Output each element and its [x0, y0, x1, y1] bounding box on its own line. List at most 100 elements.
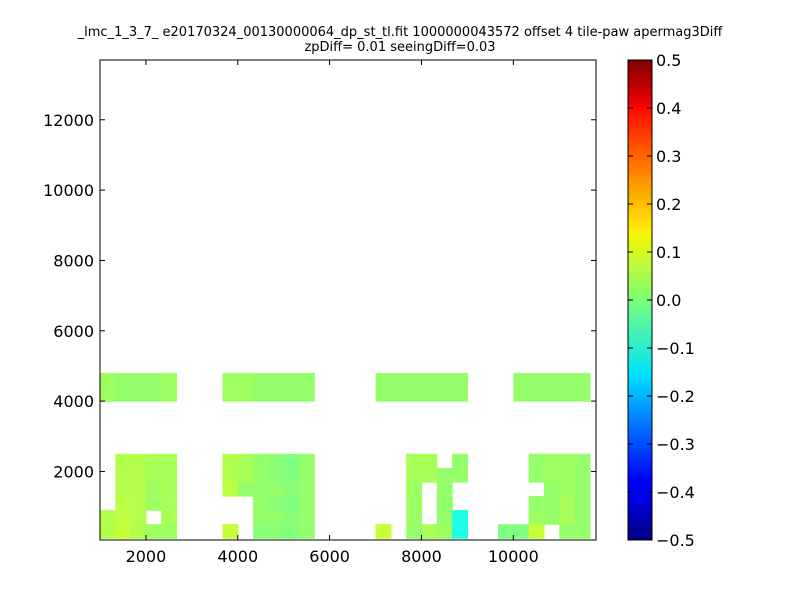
- heatmap-cell: [268, 481, 285, 497]
- heatmap-cell: [406, 481, 423, 497]
- heatmap-cell: [298, 453, 315, 469]
- heatmap-cell: [253, 467, 269, 483]
- y-tick-label: 8000: [53, 251, 94, 270]
- heatmap-cell: [283, 453, 300, 469]
- x-tick-label: 4000: [217, 547, 258, 566]
- heatmap-cell: [436, 467, 453, 483]
- heatmap-cell: [436, 372, 453, 388]
- heatmap-cell: [375, 387, 392, 402]
- heatmap-cell: [498, 524, 514, 539]
- heatmap-cell: [130, 372, 147, 388]
- chart-title: _lmc_1_3_7_ e20170324_00130000064_dp_st_…: [77, 25, 723, 40]
- heatmap-cell: [115, 387, 132, 402]
- heatmap-cell: [145, 372, 162, 388]
- heatmap-cell: [406, 387, 423, 402]
- heatmap-cell: [283, 496, 300, 511]
- heatmap-cell: [559, 510, 576, 525]
- heatmap-cell: [268, 510, 285, 525]
- heatmap-cell: [161, 496, 178, 511]
- heatmap-cell: [222, 453, 239, 469]
- heatmap-cell: [375, 524, 392, 539]
- heatmap-cell: [574, 467, 591, 483]
- heatmap-cell: [452, 510, 469, 525]
- heatmap-cell: [543, 481, 560, 497]
- colorbar-tick-label: 0.2: [656, 195, 681, 214]
- colorbar-tick-label: −0.5: [656, 531, 695, 550]
- heatmap-cell: [406, 453, 423, 469]
- heatmap-cell: [543, 510, 560, 525]
- heatmap-cell: [130, 387, 147, 402]
- colorbar-tick-label: 0.0: [656, 291, 681, 310]
- heatmap-cell: [513, 387, 530, 402]
- heatmap-cells: [100, 372, 591, 539]
- heatmap-cell: [452, 372, 469, 388]
- heatmap-cell: [222, 481, 239, 497]
- heatmap-cell: [145, 387, 162, 402]
- heatmap-cell: [222, 524, 239, 539]
- heatmap-cell: [452, 524, 469, 539]
- heatmap-cell: [145, 467, 162, 483]
- x-tick-label: 10000: [488, 547, 539, 566]
- heatmap-cell: [436, 387, 453, 402]
- heatmap-cell: [543, 372, 560, 388]
- heatmap-cell: [543, 453, 560, 469]
- heatmap-cell: [406, 510, 423, 525]
- colorbar-tick-label: 0.1: [656, 243, 681, 262]
- y-tick-label: 10000: [43, 181, 94, 200]
- heatmap-cell: [237, 481, 254, 497]
- heatmap-cell: [574, 510, 591, 525]
- heatmap-cell: [298, 467, 315, 483]
- heatmap-cell: [161, 372, 178, 388]
- heatmap-cell: [161, 481, 178, 497]
- heatmap-cell: [421, 372, 438, 388]
- heatmap-cell: [115, 372, 132, 388]
- heatmap-cell: [406, 496, 423, 511]
- heatmap-cell: [161, 510, 178, 525]
- heatmap-cell: [145, 524, 162, 539]
- heatmap-cell: [161, 387, 178, 402]
- heatmap-cell: [145, 481, 162, 497]
- heatmap-cell: [253, 387, 269, 402]
- heatmap-cell: [283, 372, 300, 388]
- heatmap-cell: [452, 453, 469, 469]
- heatmap-cell: [452, 387, 469, 402]
- heatmap-cell: [253, 496, 269, 511]
- heatmap-cell: [421, 453, 438, 469]
- heatmap-cell: [115, 496, 132, 511]
- heatmap-cell: [528, 524, 545, 539]
- heatmap-cell: [268, 524, 285, 539]
- y-tick-label: 6000: [53, 322, 94, 341]
- heatmap-cell: [100, 372, 116, 388]
- heatmap-cell: [406, 467, 423, 483]
- heatmap-cell: [436, 481, 453, 497]
- heatmap-cell: [298, 510, 315, 525]
- colorbar-tick-label: 0.4: [656, 99, 681, 118]
- heatmap-cell: [130, 481, 147, 497]
- heatmap-cell: [115, 510, 132, 525]
- heatmap-cell: [528, 387, 545, 402]
- heatmap-cell: [283, 387, 300, 402]
- heatmap-cell: [436, 496, 453, 511]
- heatmap-cell: [298, 481, 315, 497]
- heatmap-cell: [253, 481, 269, 497]
- heatmap-cell: [543, 467, 560, 483]
- heatmap-cell: [390, 387, 407, 402]
- plot-frame: [99, 59, 597, 541]
- heatmap-cell: [574, 372, 591, 388]
- heatmap-cell: [237, 467, 254, 483]
- heatmap-cell: [559, 524, 576, 539]
- heatmap-cell: [115, 524, 132, 539]
- heatmap-cell: [559, 387, 576, 402]
- heatmap-cell: [115, 481, 132, 497]
- heatmap-cell: [406, 524, 423, 539]
- axes: 2000 4000 6000 8000 10000 2000 4000 6000 8000 100…: [43, 60, 596, 566]
- heatmap-cell: [130, 524, 147, 539]
- heatmap-cell: [421, 387, 438, 402]
- heatmap-cell: [528, 453, 545, 469]
- heatmap-cell: [283, 524, 300, 539]
- heatmap-cell: [298, 387, 315, 402]
- heatmap-cell: [543, 387, 560, 402]
- heatmap-cell: [574, 496, 591, 511]
- heatmap-cell: [268, 453, 285, 469]
